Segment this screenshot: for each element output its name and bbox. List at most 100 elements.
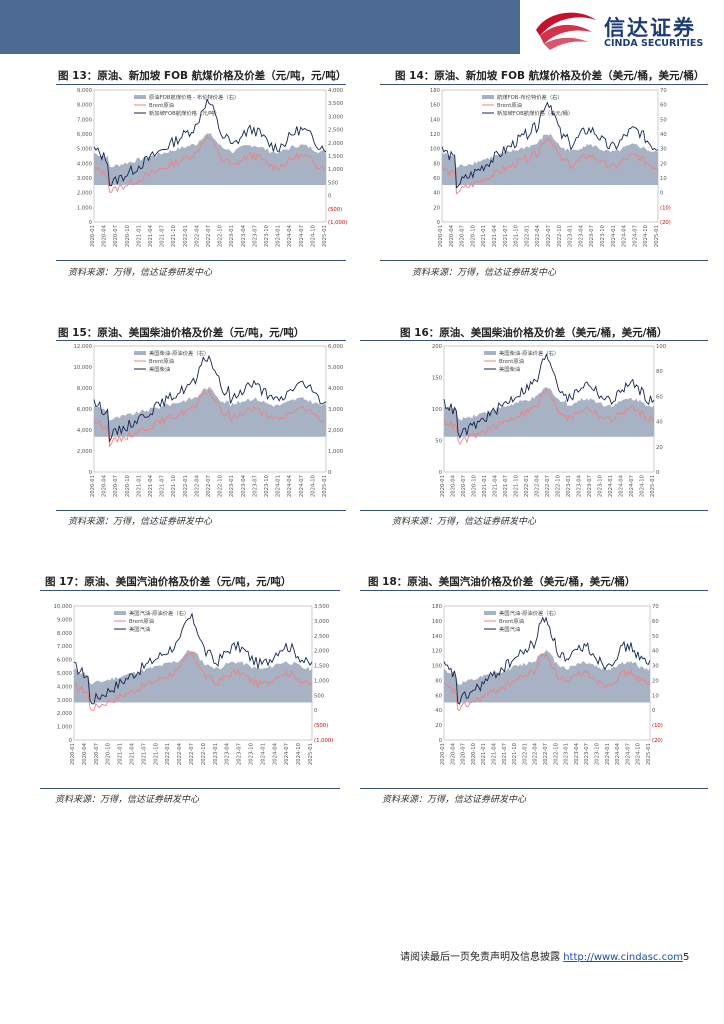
x-axis-tick-label: 2021-07 bbox=[160, 225, 166, 247]
figure-15-top-rule bbox=[56, 340, 346, 341]
right-axis-tick-label: 2,500 bbox=[328, 128, 344, 134]
right-axis-tick-label: 1,500 bbox=[314, 664, 330, 670]
x-axis-tick-label: 2020-10 bbox=[470, 224, 476, 247]
x-axis-tick-label: 2023-10 bbox=[264, 474, 270, 497]
right-axis-tick-label: 1,000 bbox=[328, 449, 344, 455]
right-axis-tick-label: 70 bbox=[660, 88, 667, 94]
x-axis-tick-label: 2020-01 bbox=[440, 475, 446, 497]
x-axis-tick-label: 2023-01 bbox=[213, 743, 219, 765]
legend-label: 美国柴油-原油价差（右） bbox=[499, 349, 559, 357]
figure-18-top-rule bbox=[360, 590, 708, 591]
left-axis-tick-label: 9,000 bbox=[57, 617, 73, 623]
x-axis-tick-label: 2021-10 bbox=[514, 224, 520, 247]
right-axis-tick-label: 0 bbox=[328, 194, 332, 200]
x-axis-tick-label: 2022-07 bbox=[206, 475, 212, 497]
left-axis-tick-label: 7,000 bbox=[57, 644, 73, 650]
x-axis-tick-label: 2023-01 bbox=[564, 743, 570, 765]
left-axis-tick-label: 20 bbox=[435, 723, 442, 729]
left-axis-tick-label: 12,000 bbox=[73, 344, 92, 350]
x-axis-tick-label: 2021-01 bbox=[136, 225, 142, 247]
right-axis-tick-label: 60 bbox=[660, 103, 667, 109]
legend-label: Brent原油 bbox=[149, 101, 174, 109]
x-axis-tick-label: 2025-01 bbox=[650, 475, 656, 497]
right-axis-tick-label: 40 bbox=[652, 649, 659, 655]
right-axis-tick-label: 10 bbox=[660, 176, 667, 182]
x-axis-tick-label: 2024-04 bbox=[622, 224, 628, 247]
figure-15-chart: 12,000 10,000 8,000 6,000 4,000 2,000 0 6,000 5,… bbox=[70, 342, 354, 506]
legend-label: Brent原油 bbox=[149, 357, 174, 365]
x-axis-tick-label: 2021-07 bbox=[503, 225, 509, 247]
left-axis-tick-label: 120 bbox=[432, 649, 443, 655]
header-band bbox=[0, 0, 520, 54]
left-axis-tick-label: 3,000 bbox=[57, 698, 73, 704]
brent-line bbox=[443, 388, 655, 445]
right-axis-tick-label: 60 bbox=[656, 394, 663, 400]
legend-swatch bbox=[134, 351, 146, 355]
x-axis-tick-label: 2023-07 bbox=[587, 475, 593, 497]
x-axis-tick-label: 2021-10 bbox=[512, 742, 518, 765]
x-axis-tick-label: 2021-01 bbox=[136, 475, 142, 497]
left-axis-tick-label: 40 bbox=[433, 191, 440, 197]
right-axis-tick-label: 20 bbox=[652, 678, 659, 684]
x-axis-tick-label: 2020-04 bbox=[82, 742, 88, 765]
figure-17-title: 图 17：原油、美国汽油价格及价差（元/吨，元/吨） bbox=[45, 576, 292, 588]
x-axis-tick-label: 2022-10 bbox=[557, 224, 563, 247]
x-axis-tick-label: 2020-01 bbox=[90, 225, 96, 247]
right-axis-tick-label: 20 bbox=[656, 445, 663, 451]
legend-label: 原油FOB航煤价格 - 布伦特价差（右） bbox=[149, 93, 239, 101]
x-axis-tick-label: 2021-07 bbox=[503, 475, 509, 497]
x-axis-tick-label: 2022-10 bbox=[556, 474, 562, 497]
x-axis-tick-label: 2023-01 bbox=[229, 475, 235, 497]
x-axis-tick-label: 2024-01 bbox=[276, 225, 282, 247]
legend-label: 航煤FOB-布伦特价差（右） bbox=[497, 93, 563, 101]
legend-label: 美国汽油-原油价差（右） bbox=[129, 609, 189, 617]
right-axis-tick-label: 30 bbox=[660, 147, 667, 153]
left-axis-tick-label: 0 bbox=[439, 738, 443, 744]
figure-13-bottom-rule bbox=[56, 260, 346, 261]
x-axis-tick-label: 2023-07 bbox=[252, 475, 258, 497]
x-axis-tick-label: 2023-10 bbox=[600, 224, 606, 247]
x-axis-tick-label: 2024-07 bbox=[284, 743, 290, 765]
figure-18-bottom-rule bbox=[360, 788, 708, 789]
x-axis-tick-label: 2021-01 bbox=[118, 743, 124, 765]
product-price-line bbox=[93, 354, 327, 444]
legend-label: Brent原油 bbox=[497, 101, 522, 109]
x-axis-tick-label: 2023-01 bbox=[568, 225, 574, 247]
logo-swoosh-icon bbox=[536, 12, 596, 50]
figure-14-title: 图 14：原油、新加坡 FOB 航煤价格及价差（美元/桶，美元/桶） bbox=[395, 70, 705, 82]
left-axis-tick-label: 60 bbox=[435, 693, 442, 699]
brent-line bbox=[93, 134, 327, 193]
legend-label: Brent原油 bbox=[499, 357, 524, 365]
left-axis-tick-label: 140 bbox=[432, 634, 443, 640]
x-axis-tick-label: 2025-01 bbox=[322, 225, 328, 247]
figure-18-source: 资料来源：万得，信达证券研发中心 bbox=[382, 795, 527, 805]
x-axis-tick-label: 2020-07 bbox=[461, 475, 467, 497]
spread-area bbox=[74, 649, 312, 703]
spread-area bbox=[94, 133, 326, 186]
figure-14-bottom-rule bbox=[380, 260, 708, 261]
x-axis-tick-label: 2021-04 bbox=[148, 224, 154, 247]
right-axis-tick-label: 0 bbox=[652, 708, 656, 714]
x-axis-tick-label: 2021-10 bbox=[171, 224, 177, 247]
left-axis-tick-label: 8,000 bbox=[77, 386, 93, 392]
left-axis-tick-label: 40 bbox=[435, 708, 442, 714]
legend-label: 美国汽油 bbox=[499, 625, 520, 633]
right-axis-tick-label: (10) bbox=[660, 205, 671, 211]
x-axis-tick-label: 2022-04 bbox=[533, 742, 539, 765]
right-axis-tick-label: (10) bbox=[652, 723, 663, 729]
x-axis-tick-label: 2020-07 bbox=[113, 225, 119, 247]
legend-label: Brent原油 bbox=[129, 617, 154, 625]
figure-17-source: 资料来源：万得，信达证券研发中心 bbox=[55, 795, 200, 805]
left-axis-tick-label: 2,000 bbox=[77, 191, 93, 197]
left-axis-tick-label: 60 bbox=[433, 176, 440, 182]
left-axis-tick-label: 0 bbox=[89, 220, 93, 226]
legend-label: 美国汽油-原油价差（右） bbox=[499, 609, 559, 617]
right-axis-tick-label: 100 bbox=[656, 344, 667, 350]
website-link[interactable]: http://www.cindasc.com bbox=[563, 952, 683, 963]
legend-label: 新加坡FOB航煤价格（美元/桶） bbox=[497, 109, 573, 117]
figure-13-source: 资料来源：万得，信达证券研发中心 bbox=[68, 268, 213, 278]
x-axis-tick-label: 2021-07 bbox=[141, 743, 147, 765]
right-axis-tick-label: 30 bbox=[652, 664, 659, 670]
x-axis-tick-label: 2024-10 bbox=[636, 742, 642, 765]
left-axis-tick-label: 140 bbox=[430, 117, 441, 123]
